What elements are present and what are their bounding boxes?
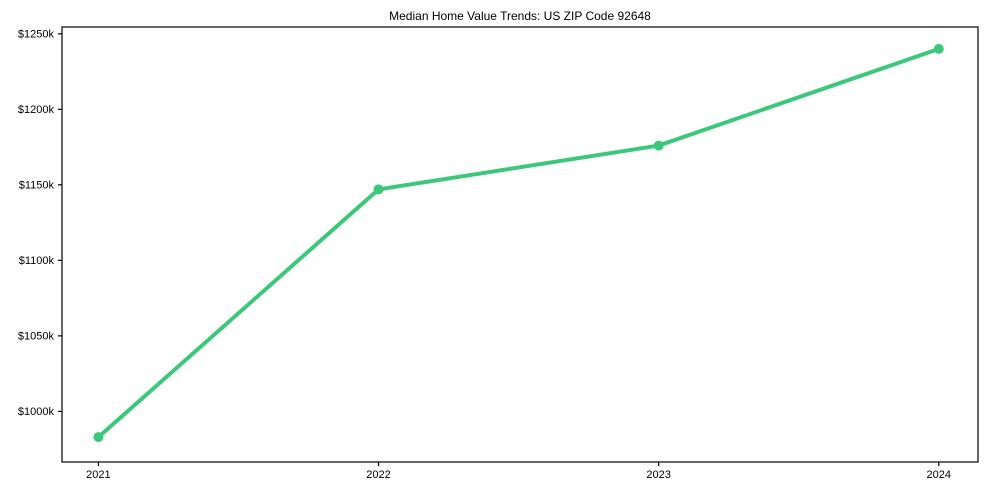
data-series	[93, 43, 944, 443]
data-point-2024	[933, 43, 944, 54]
plot-border	[61, 26, 979, 463]
axis-ticks: $1000k $1050k $1100k $1150k $1200k $1250k 2021…	[18, 28, 951, 481]
y-tick-label: $1250k	[18, 28, 55, 40]
data-point-2021	[93, 432, 104, 443]
y-tick-label: $1050k	[18, 330, 55, 342]
data-point-2022	[373, 184, 384, 195]
y-tick-label: $1200k	[18, 104, 55, 116]
y-tick-label: $1150k	[19, 179, 55, 191]
data-point-2023	[653, 140, 664, 151]
x-tick-label: 2024	[927, 469, 951, 481]
y-tick-label: $1100k	[19, 255, 55, 267]
chart-title: Median Home Value Trends: US ZIP Code 92…	[389, 9, 651, 23]
x-tick-label: 2021	[86, 469, 110, 481]
y-tick-label: $1000k	[18, 406, 55, 418]
plot-frame	[61, 26, 979, 463]
x-tick-label: 2022	[366, 469, 390, 481]
trend-line	[96, 46, 941, 440]
x-tick-label: 2023	[646, 469, 670, 481]
